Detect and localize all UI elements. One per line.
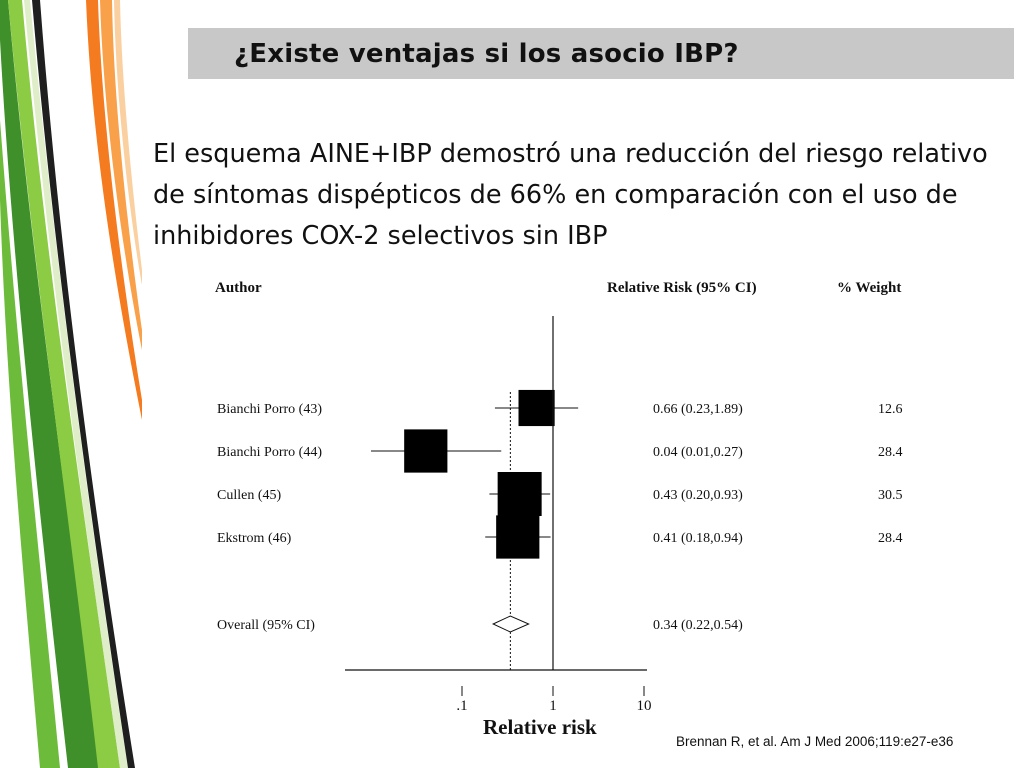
study-rr-4: 0.41 (0.18,0.94) [653,531,743,546]
study-label-1: Bianchi Porro (43) [217,402,322,417]
title-bar: ¿Existe ventajas si los asocio IBP? [188,28,1014,79]
stripe-green [8,0,120,768]
overall-label: Overall (95% CI) [217,618,315,633]
header-author: Author [215,280,262,296]
stripe-pale-orange [114,0,142,285]
citation: Brennan R, et al. Am J Med 2006;119:e27-… [676,734,954,749]
x-tick-label-1: .1 [456,698,467,714]
stripe-light-orange [100,0,142,350]
study-weight-1: 12.6 [878,402,903,417]
study-marker-2 [404,429,448,473]
study-weight-2: 28.4 [878,445,903,460]
x-tick-label-3: 10 [637,698,652,714]
stripe-orange [86,0,142,420]
stripe-dark-green [0,0,100,768]
stripe-black [32,0,135,768]
study-weight-4: 28.4 [878,531,903,546]
study-marker-1 [518,389,555,427]
stripe-pale-green [24,0,128,768]
forest-plot: Author Relative Risk (95% CI) % Weight B… [215,280,903,739]
slide-title: ¿Existe ventajas si los asocio IBP? [234,38,739,69]
study-weight-3: 30.5 [878,488,903,503]
body-paragraph: El esquema AINE+IBP demostró una reducci… [153,139,988,251]
header-relative-risk: Relative Risk (95% CI) [607,280,757,296]
x-axis-ticks: .1 1 10 [456,686,652,714]
study-label-3: Cullen (45) [217,488,281,503]
study-rr-3: 0.43 (0.20,0.93) [653,488,743,503]
study-rr-1: 0.66 (0.23,1.89) [653,402,743,417]
study-marker-3 [497,472,542,516]
overall-diamond [491,615,530,633]
study-label-4: Ekstrom (46) [217,531,292,546]
study-label-2: Bianchi Porro (44) [217,445,322,460]
overall-rr: 0.34 (0.22,0.54) [653,618,743,633]
decorative-stripes [0,0,142,768]
forest-rows: Bianchi Porro (43) 0.66 (0.23,1.89) 12.6 Bi… [217,389,903,670]
study-rr-2: 0.04 (0.01,0.27) [653,445,743,460]
study-marker-4 [496,515,540,559]
x-tick-label-2: 1 [549,698,557,714]
header-weight: % Weight [837,280,901,296]
stripe-green-left [0,120,60,768]
x-axis-label: Relative risk [483,715,597,739]
